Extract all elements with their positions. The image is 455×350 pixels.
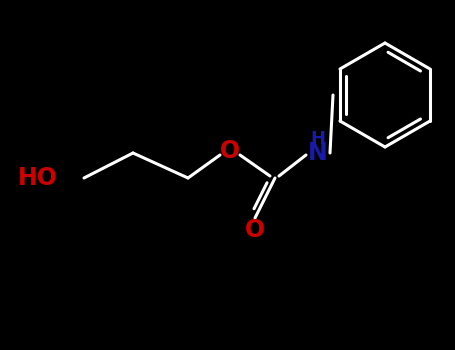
- Text: H: H: [310, 130, 325, 148]
- Text: HO: HO: [18, 166, 58, 190]
- Text: N: N: [308, 141, 328, 165]
- Text: O: O: [220, 139, 240, 163]
- Text: O: O: [245, 218, 265, 242]
